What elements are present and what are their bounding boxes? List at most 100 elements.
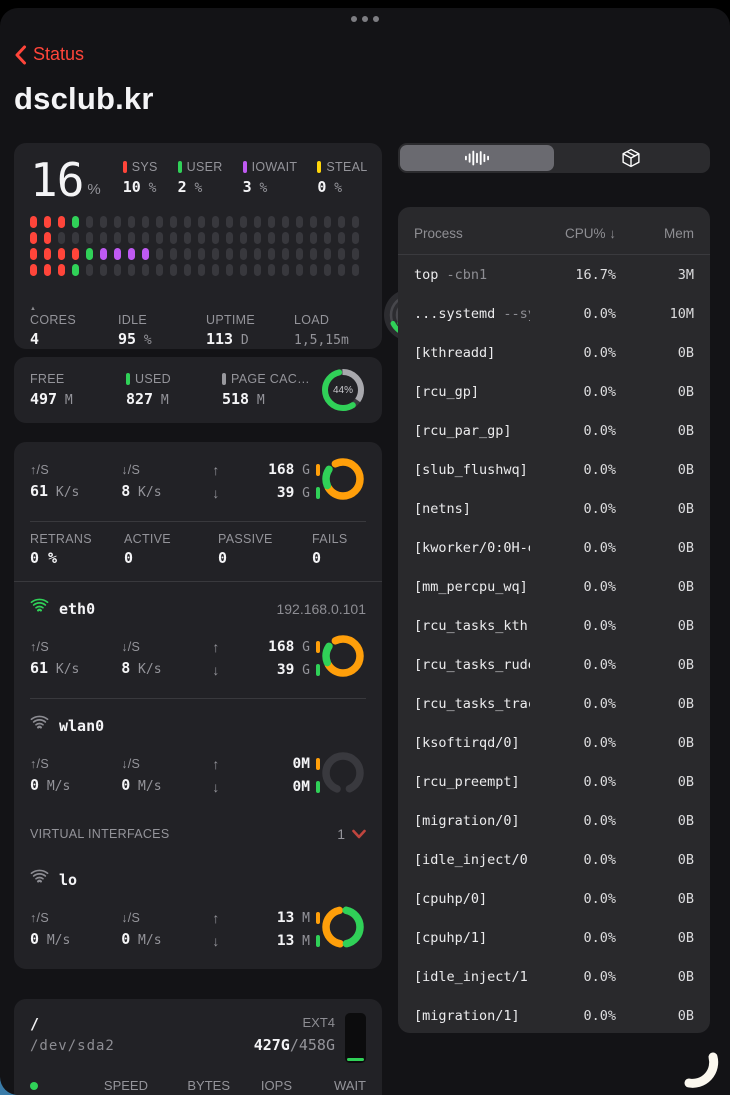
core-usage-dot — [44, 232, 51, 244]
core-usage-dot — [254, 264, 261, 276]
process-row[interactable]: [mm_percpu_wq] 0.0% 0B — [398, 567, 710, 606]
core-usage-dot — [226, 248, 233, 260]
core-grid-row — [30, 264, 366, 276]
stat-color-pill — [222, 373, 226, 385]
core-usage-dot — [58, 216, 65, 228]
net-rate: ↓/S 8 K/s — [121, 463, 212, 500]
process-row[interactable]: [ksoftirqd/0] 0.0% 0B — [398, 723, 710, 762]
net-total-pill — [315, 664, 320, 676]
back-button[interactable]: Status — [14, 44, 84, 65]
net-total-pill — [315, 641, 320, 653]
view-segmented-control — [398, 143, 710, 173]
legend-label-row: IOWAIT — [242, 160, 298, 174]
cpu-card: 16 % SYS 10 % USER 2 % IOWAIT 3 % STEAL 0 % ▲ CO… — [14, 143, 436, 349]
stat-value: 518 M — [222, 390, 265, 408]
core-usage-dot — [212, 216, 219, 228]
stat-value: 8 K/s — [121, 482, 162, 500]
cpu-legend-item: IOWAIT 3 % — [242, 160, 298, 196]
stat-value: 0 — [218, 549, 228, 567]
process-row[interactable]: [cpuhp/0] 0.0% 0B — [398, 879, 710, 918]
interface-header: wlan0 — [14, 699, 382, 736]
process-row[interactable]: [migration/1] 0.0% 0B — [398, 996, 710, 1033]
core-usage-dot — [198, 216, 205, 228]
net-stats-row: ↑/S 0 M/s ↓/S 0 M/s ↑ 13 M ↓ 13 M — [14, 890, 382, 969]
core-usage-dot — [72, 248, 79, 260]
net-rate-label: ↓/S — [121, 463, 141, 477]
stat-value: 10 % — [122, 178, 157, 196]
process-row[interactable]: [rcu_tasks_rude… 0.0% 0B — [398, 645, 710, 684]
process-name: [rcu_par_gp] — [414, 422, 512, 439]
process-cpu: 0.0% — [583, 344, 616, 361]
memory-stat: PAGE CAC… 518 M — [222, 372, 318, 408]
process-row[interactable]: [cpuhp/1] 0.0% 0B — [398, 918, 710, 957]
stat-label: LOAD — [294, 313, 330, 327]
process-mem: 0B — [677, 539, 694, 556]
stat-unit: D — [233, 333, 249, 348]
stat-value: 827 M — [126, 390, 169, 408]
disk-header-cell: SPEED — [103, 1078, 148, 1093]
core-usage-dot — [212, 232, 219, 244]
process-cpu: 0.0% — [583, 539, 616, 556]
process-name: [kthreadd] — [414, 344, 496, 361]
process-cpu: 0.0% — [583, 617, 616, 634]
process-row[interactable]: ...systemd --sy… 0.0% 10M — [398, 294, 710, 333]
core-usage-dot — [282, 264, 289, 276]
process-cpu: 0.0% — [583, 305, 616, 322]
cpu-sort-header[interactable]: CPU% ↓ — [564, 226, 616, 241]
stat-value: 95 % — [118, 330, 152, 348]
core-usage-dot — [30, 216, 37, 228]
stat-value: 8 K/s — [121, 659, 162, 677]
process-row[interactable]: [rcu_tasks_trac… 0.0% 0B — [398, 684, 710, 723]
process-args: --sy… — [503, 305, 530, 322]
net-rate-label: ↑/S — [30, 463, 49, 477]
process-row[interactable]: [rcu_par_gp] 0.0% 0B — [398, 411, 710, 450]
core-usage-dot — [72, 264, 79, 276]
net-total-unit: G — [294, 463, 310, 478]
core-usage-dot — [254, 216, 261, 228]
process-mem: 0B — [677, 734, 694, 751]
process-mem: 3M — [677, 266, 694, 283]
net-rate: ↓/S 8 K/s — [121, 640, 212, 677]
memory-stat: FREE 497 M — [30, 372, 126, 408]
net-stats-row: ↑/S 61 K/s ↓/S 8 K/s ↑ 168 G ↓ 39 G — [14, 619, 382, 698]
disk-io-table: SPEEDBYTESIOPSWAITR0 M/s62 G00W225 K/s48… — [30, 1075, 366, 1095]
mem-column-header[interactable]: Mem — [664, 226, 694, 241]
core-usage-dot — [128, 264, 135, 276]
cpu-stat: IDLE 95 % — [118, 305, 206, 348]
process-row[interactable]: [slub_flushwq] 0.0% 0B — [398, 450, 710, 489]
process-row[interactable]: [kthreadd] 0.0% 0B — [398, 333, 710, 372]
process-row[interactable]: [rcu_tasks_kthr… 0.0% 0B — [398, 606, 710, 645]
tab-packages[interactable] — [554, 145, 708, 171]
stat-value: 0 M/s — [30, 930, 71, 948]
process-row[interactable]: top -cbn1 16.7% 3M — [398, 255, 710, 294]
process-row[interactable]: [rcu_gp] 0.0% 0B — [398, 372, 710, 411]
stat-unit: % — [326, 181, 343, 196]
process-row[interactable]: [netns] 0.0% 0B — [398, 489, 710, 528]
process-row[interactable]: [idle_inject/1] 0.0% 0B — [398, 957, 710, 996]
core-usage-dot — [170, 232, 177, 244]
stat-value: 0 — [124, 549, 134, 567]
process-name: [slub_flushwq] — [414, 461, 528, 478]
core-usage-dot — [184, 216, 191, 228]
scribble-handle-icon[interactable] — [679, 1051, 721, 1091]
virtual-interfaces-toggle[interactable]: VIRTUAL INTERFACES 1 — [14, 815, 382, 853]
process-row[interactable]: [migration/0] 0.0% 0B — [398, 801, 710, 840]
process-name: [rcu_tasks_rude… — [414, 656, 530, 673]
process-cpu: 0.0% — [583, 1007, 616, 1024]
process-row[interactable]: [rcu_preempt] 0.0% 0B — [398, 762, 710, 801]
core-usage-dot — [240, 264, 247, 276]
net-total-value: 39 G — [276, 662, 310, 678]
process-row[interactable]: [kworker/0:0H-e… 0.0% 0B — [398, 528, 710, 567]
process-table-card: Process CPU% ↓ Mem top -cbn1 16.7% 3M ...sy… — [398, 207, 710, 1033]
status-column: 16 % SYS 10 % USER 2 % IOWAIT 3 % STEAL 0 % ▲ CO… — [14, 143, 436, 1095]
process-row[interactable]: [idle_inject/0] 0.0% 0B — [398, 840, 710, 879]
net-total-value: 39 G — [276, 485, 310, 501]
stat-unit: K/s — [48, 485, 80, 500]
net-rate-label: ↑/S — [30, 640, 49, 654]
net-total-row: ↑ 168 G — [212, 462, 320, 478]
tab-processes[interactable] — [400, 145, 554, 171]
multitask-handle[interactable] — [351, 16, 379, 22]
legend-label-row: SYS — [122, 160, 158, 174]
legend-color-pill — [122, 161, 127, 173]
legend-value: 10 % — [123, 178, 158, 196]
